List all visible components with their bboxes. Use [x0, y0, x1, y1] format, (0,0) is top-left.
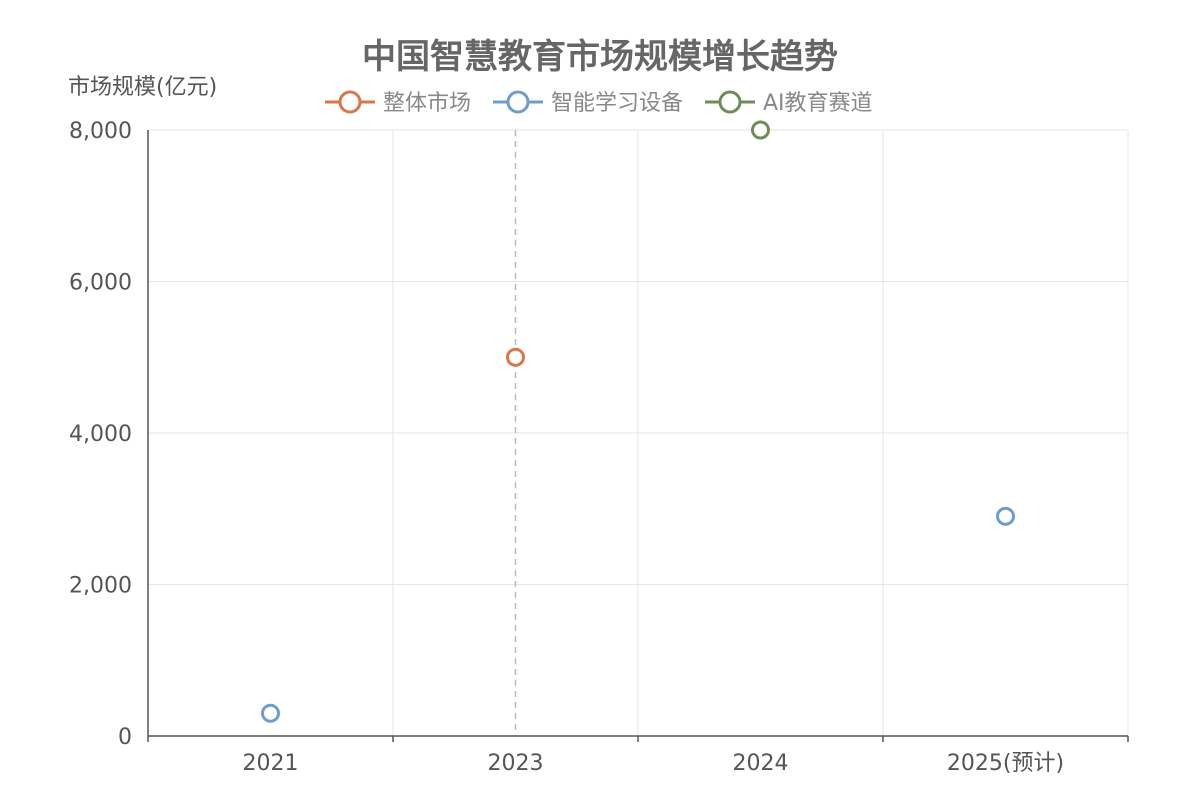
y-tick-label: 4,000 [69, 422, 132, 447]
legend-label: 整体市场 [383, 91, 471, 116]
legend-item[interactable]: 智能学习设备 [493, 90, 683, 116]
legend-item[interactable]: 整体市场 [325, 90, 471, 116]
y-tick-label: 2,000 [69, 574, 132, 599]
data-point[interactable] [751, 120, 770, 140]
point-layer [261, 120, 1015, 723]
y-tick-label: 0 [118, 725, 132, 750]
legend-marker-icon [338, 90, 362, 114]
data-point[interactable] [996, 506, 1015, 526]
axis-layer: 0 2,000 4,000 6,000 8,000 2021 2023 2024 2025(预计… [69, 119, 1129, 776]
x-tick-label: 2025(预计) [947, 751, 1064, 776]
data-point[interactable] [506, 347, 525, 367]
grid-layer [148, 129, 1129, 736]
legend-item[interactable]: AI教育赛道 [705, 90, 873, 116]
legend-marker-icon [506, 90, 530, 114]
x-tick-label: 2023 [488, 751, 544, 776]
legend-marker-icon [718, 90, 742, 114]
legend-label: AI教育赛道 [763, 91, 873, 116]
x-tick-label: 2021 [243, 751, 299, 776]
y-tick-label: 8,000 [69, 119, 132, 144]
legend[interactable]: 整体市场 智能学习设备 AI教育赛道 [325, 90, 873, 116]
y-axis-title: 市场规模(亿元) [68, 75, 217, 100]
data-point[interactable] [261, 703, 280, 723]
x-tick-label: 2024 [733, 751, 789, 776]
legend-label: 智能学习设备 [551, 91, 683, 116]
chart-title: 中国智慧教育市场规模增长趋势 [362, 37, 838, 77]
y-tick-label: 6,000 [69, 271, 132, 296]
